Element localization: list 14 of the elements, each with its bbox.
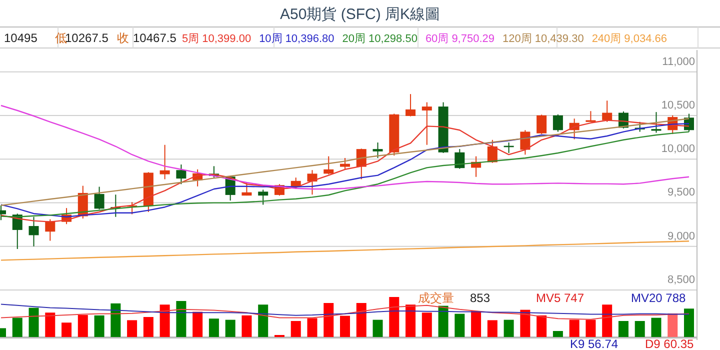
header: 10495 低10267.5 收 10467.5 5周 10,399.00 10周 10,396.80 20周 10,298.50 60周 9,750.29 120周 10,439.30 240周 9,034.66 — [0, 26, 720, 48]
y-tick-label: 11,000 — [662, 56, 695, 68]
y-tick-label: 10,500 — [661, 99, 695, 112]
y-tick-label: 9,500 — [667, 186, 695, 199]
annotation: 成交量 — [418, 291, 454, 305]
title: A50期貨 (SFC) 周K線圖 — [280, 6, 440, 23]
annotation: K9 56.74 — [570, 337, 618, 350]
y-tick-label: 8,500 — [667, 274, 695, 286]
y-tick-label: 10,000 — [661, 143, 695, 156]
annotation: MV5 747 — [536, 291, 584, 305]
annotation: 853 — [470, 291, 490, 305]
annotation: D9 60.35 — [645, 337, 694, 350]
annotation: MV20 788 — [631, 291, 686, 305]
y-tick-label: 9,000 — [667, 230, 695, 242]
